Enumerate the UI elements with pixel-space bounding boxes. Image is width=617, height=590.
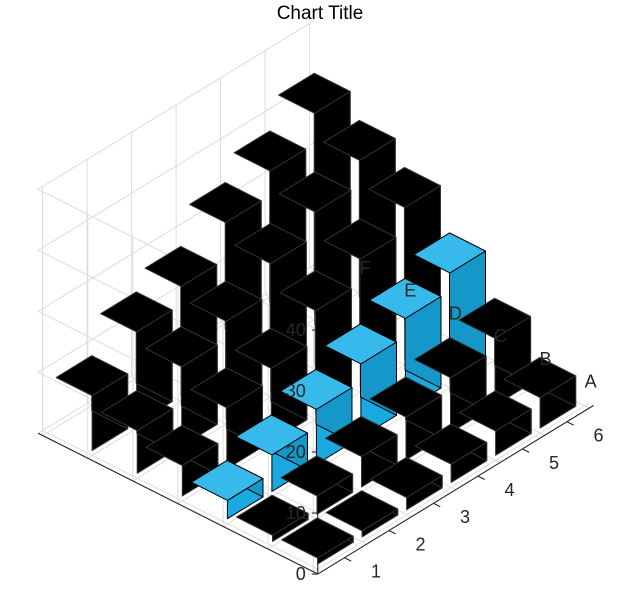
bar-E-2: [145, 326, 218, 447]
bar-A-4: [414, 423, 488, 483]
bar-face-top: [145, 425, 219, 466]
bar-face-top: [189, 280, 263, 322]
z-tick-label: 10: [286, 503, 306, 523]
bar-D-1: [145, 425, 219, 497]
bar-face-top: [325, 490, 399, 532]
z-tick-label: 40: [286, 320, 306, 340]
chart-title: Chart Title: [277, 3, 364, 24]
row-tick-1: [388, 530, 396, 535]
column-tick-label: E: [404, 281, 416, 301]
column-tick-label: A: [585, 372, 597, 392]
bar-A-5: [459, 390, 532, 456]
bar-face-top: [414, 423, 488, 465]
bar-A-2: [325, 490, 399, 538]
bar-face-top: [278, 72, 351, 114]
bar-face-top: [278, 171, 352, 213]
bar-face-top: [189, 182, 262, 224]
z-tick-label: 0: [296, 564, 306, 584]
bar-B-1: [236, 494, 309, 542]
bar-B-3: [325, 416, 398, 488]
bar-C-2: [235, 414, 308, 492]
row-tick-3: [477, 475, 485, 481]
row-axis-line: [37, 432, 319, 575]
bars: [55, 72, 577, 565]
row-tick-5: [566, 421, 574, 426]
bar-face-top: [100, 291, 173, 333]
column-tick-label: F: [360, 258, 371, 278]
bar-face-top: [368, 167, 441, 208]
floor-line-y-0: [312, 402, 590, 573]
z-tick-label: 20: [286, 442, 306, 462]
z-tick-label: 30: [286, 381, 306, 401]
bar-face-top: [324, 323, 397, 365]
bar-B-4: [369, 376, 443, 461]
column-tick-label: C: [494, 326, 507, 346]
bar-face-top: [279, 368, 353, 410]
bar-face-top: [503, 357, 577, 399]
bar-B-2: [280, 455, 354, 515]
bar-A-6: [503, 357, 577, 429]
bar-face-top: [323, 119, 396, 161]
bar-face-top: [145, 326, 218, 368]
bar-A-1: [281, 517, 354, 565]
column-tick-label: B: [540, 349, 552, 369]
bar-face-top: [323, 218, 397, 260]
bar-face-top: [369, 376, 443, 418]
bar-face-top: [413, 232, 486, 274]
bar-face-top: [55, 355, 129, 397]
column-tick-label: D: [449, 303, 462, 323]
bar-face-top: [234, 327, 308, 369]
bar-face-top: [458, 297, 532, 339]
bar-face-top: [234, 223, 307, 265]
bar-face-top: [370, 457, 443, 498]
bar-face-top: [100, 390, 174, 432]
bar-B-6: [458, 297, 532, 406]
row-tick-0: [344, 557, 352, 562]
axis-labels: 0 10 20 30 40 1 2 3 4 5 6 A B C D E F: [286, 258, 604, 584]
bar-face-top: [190, 459, 264, 501]
row-tick-label: 2: [416, 534, 426, 554]
bar-face-top: [235, 414, 308, 456]
bar-face-top: [459, 390, 532, 432]
bar-face-top: [414, 337, 487, 379]
bar-face-top: [281, 517, 354, 559]
grid-line-z-3: [37, 81, 319, 392]
bar-C-1: [190, 459, 264, 520]
row-tick-4: [522, 448, 530, 453]
column-axis-line: [317, 404, 594, 575]
bar-face-top: [190, 367, 263, 409]
row-tick-label: 1: [371, 562, 381, 582]
bar-face-top: [368, 277, 442, 319]
bar-face-top: [144, 245, 218, 287]
bar-face-top: [233, 130, 307, 172]
bar-face-top: [325, 416, 398, 457]
bar-face-top: [280, 455, 354, 497]
row-tick-label: 5: [549, 453, 559, 473]
row-tick-2: [433, 502, 441, 508]
row-tick-label: 6: [594, 426, 604, 446]
bar-face-top: [236, 494, 309, 536]
bar-face-top: [279, 270, 352, 312]
bar-A-3: [370, 457, 443, 511]
row-tick-label: 4: [505, 480, 515, 500]
bar-F-1: [55, 355, 129, 452]
row-tick-label: 3: [460, 507, 470, 527]
